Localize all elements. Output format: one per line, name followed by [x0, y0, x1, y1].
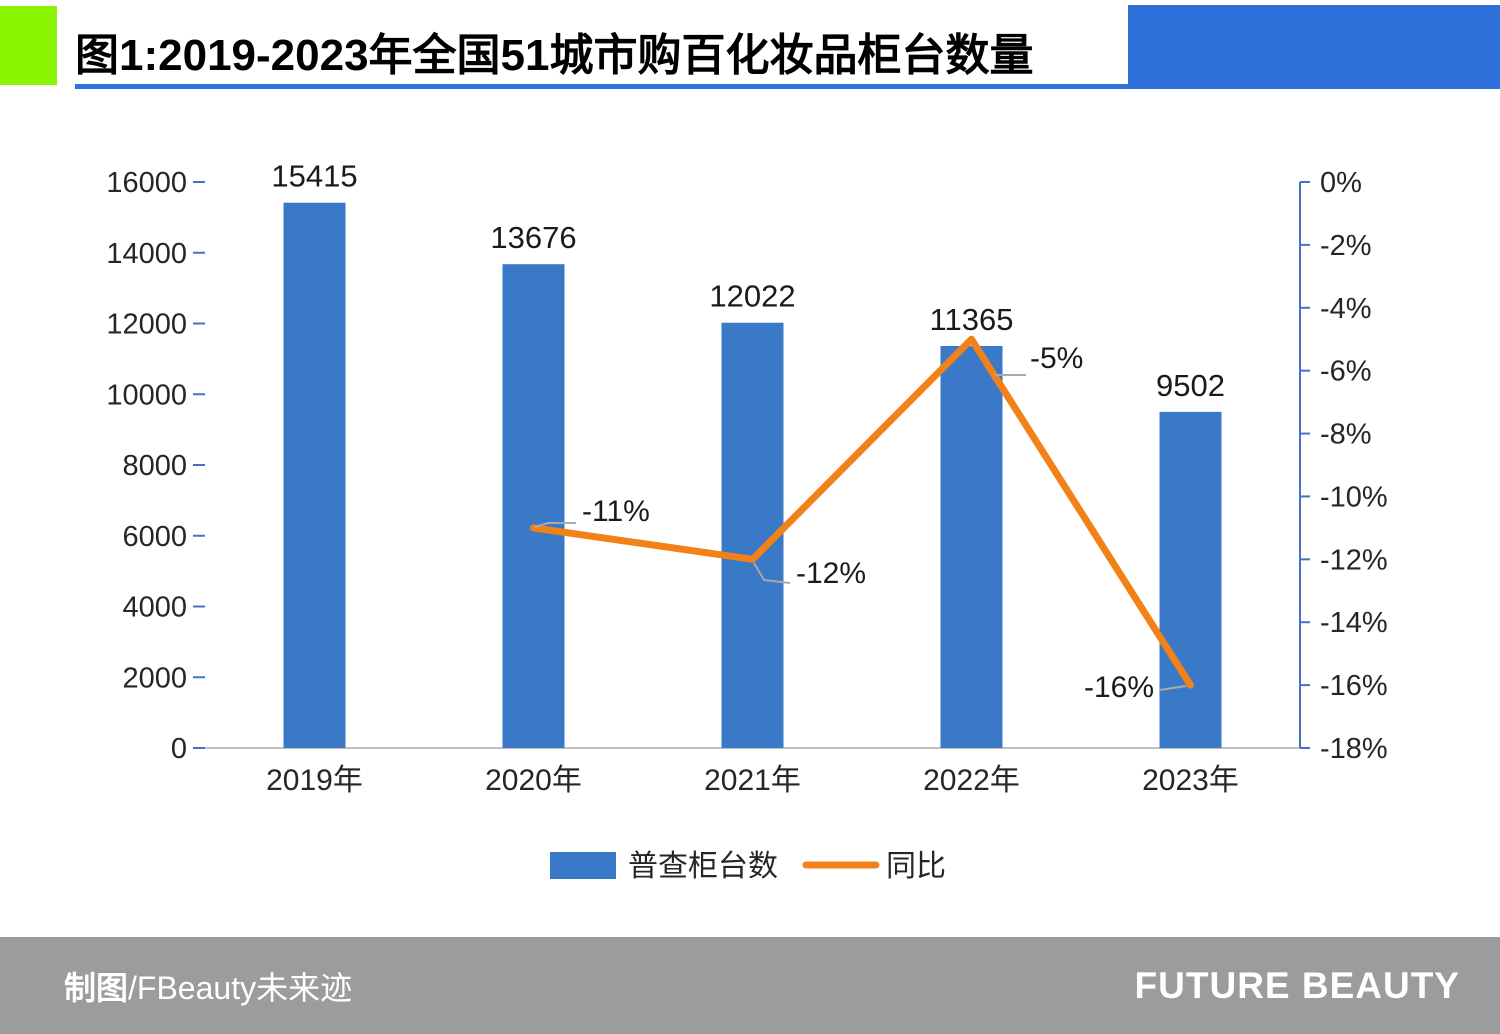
bar [1159, 411, 1222, 748]
bar [502, 264, 565, 748]
right-axis-label: 0% [1320, 167, 1362, 199]
blue-accent-block [1128, 5, 1500, 89]
right-axis-label: -18% [1320, 733, 1388, 765]
right-axis-label: -4% [1320, 293, 1372, 325]
callout-leader [534, 522, 576, 528]
bar-value-label: 12022 [709, 279, 795, 314]
bar-value-label: 13676 [490, 220, 576, 255]
combo-bar-line-chart: 0 2000 4000 6000 8000 10000 12000 14000 16000 0% -… [106, 159, 1388, 883]
right-axis-label: -12% [1320, 544, 1388, 576]
legend-label-line: 同比 [886, 850, 946, 883]
category-label: 2021年 [704, 764, 801, 797]
right-axis-label: -8% [1320, 419, 1372, 451]
left-axis-label: 6000 [122, 521, 187, 553]
line-point-label: -16% [1084, 671, 1154, 704]
category-label: 2020年 [485, 764, 582, 797]
left-axis-label: 0 [171, 733, 187, 765]
callout-leader [753, 562, 791, 584]
category-label: 2019年 [266, 764, 363, 797]
credit-bold: 制图 [64, 969, 129, 1006]
yoy-line [530, 335, 1194, 689]
bar [283, 202, 346, 749]
footer: 制图/FBeauty未来迹 FUTURE BEAUTY [0, 937, 1500, 1034]
credit-line: 制图/FBeauty未来迹 [64, 963, 352, 1009]
left-axis-label: 16000 [106, 167, 187, 199]
right-axis-label: -16% [1320, 670, 1388, 702]
left-axis-label: 2000 [122, 662, 187, 694]
right-axis-label: -10% [1320, 481, 1388, 513]
bar [940, 345, 1003, 748]
right-axis-label: -6% [1320, 356, 1372, 388]
callout-leader [1159, 685, 1187, 691]
right-axis-label: -14% [1320, 607, 1388, 639]
legend-label-bar: 普查柜台数 [628, 850, 778, 883]
bar-value-label: 9502 [1156, 368, 1225, 403]
legend-swatch-bar [550, 852, 616, 879]
line-point-label: -11% [582, 495, 650, 528]
left-axis-label: 8000 [122, 450, 187, 482]
left-axis-label: 4000 [122, 592, 187, 624]
credit-regular: /FBeauty未来迹 [128, 969, 353, 1006]
left-axis-label: 10000 [106, 379, 187, 411]
left-axis-label: 12000 [106, 309, 187, 341]
line-point-label: -5% [1030, 342, 1083, 375]
right-axis-label: -2% [1320, 230, 1372, 262]
left-axis-label: 14000 [106, 238, 187, 270]
category-label: 2023年 [1142, 764, 1239, 797]
page-title: 图1:2019-2023年全国51城市购百化妆品柜台数量 [75, 31, 1034, 80]
title-underline [75, 84, 1128, 89]
bar-value-label: 15415 [271, 159, 357, 194]
green-accent-square [0, 6, 57, 85]
category-label: 2022年 [923, 764, 1020, 797]
line-point-label: -12% [796, 557, 866, 590]
brand-logo-text: FUTURE BEAUTY [1134, 964, 1460, 1006]
bar-value-label: 11365 [930, 302, 1014, 337]
